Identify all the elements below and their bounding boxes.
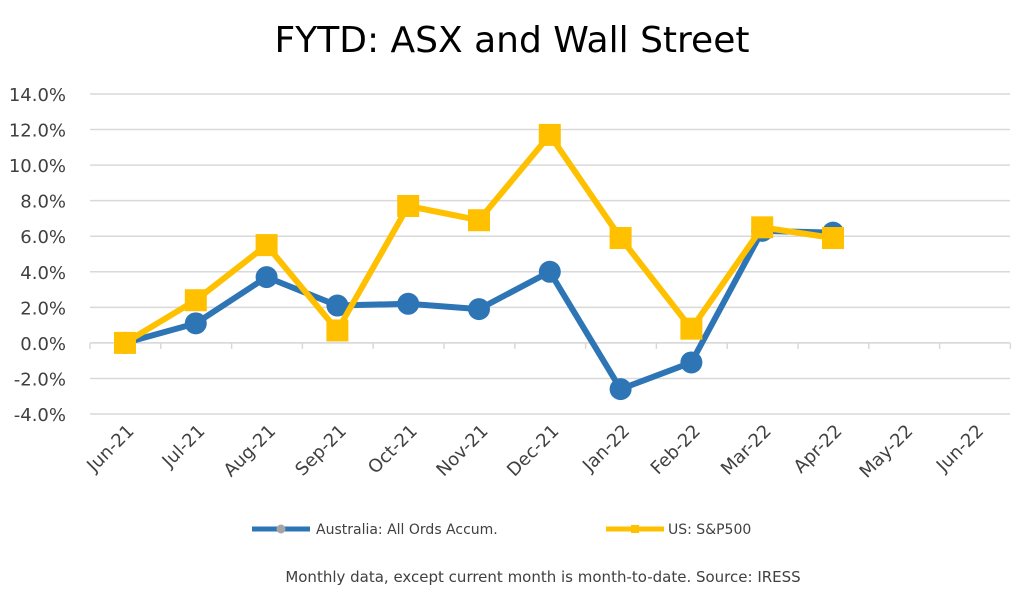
data-point [609, 227, 632, 249]
data-point [114, 331, 136, 354]
data-point [538, 260, 561, 283]
data-point [326, 294, 349, 317]
x-tick-label: Mar-22 [717, 421, 776, 480]
x-axis-ticks: Jun-21 Jul-21 Aug-21 Sep-21 Oct-21 Nov-21 Dec-… [82, 421, 988, 483]
x-tick-label: May-22 [856, 421, 918, 483]
y-tick-label: -4.0% [14, 405, 66, 426]
data-point [326, 319, 349, 342]
x-tick-label: Jun-21 [82, 421, 138, 477]
legend-label: US: S&P500 [668, 522, 751, 538]
x-tick-label: Apr-22 [790, 421, 847, 478]
x-tick-label: Aug-21 [220, 421, 280, 481]
x-tick-label: Nov-21 [432, 421, 492, 481]
legend-marker [276, 524, 286, 534]
y-tick-label: 10.0% [9, 156, 66, 177]
legend-item: Australia: All Ords Accum. [252, 522, 498, 538]
data-point [255, 266, 278, 289]
y-tick-label: 8.0% [20, 192, 66, 213]
legend-item: US: S&P500 [606, 522, 751, 538]
data-point [680, 351, 703, 374]
y-tick-label: 14.0% [9, 85, 66, 106]
data-point [609, 378, 632, 401]
x-tick-label: Jul-21 [158, 421, 210, 473]
legend-marker [631, 525, 639, 533]
series-layer [114, 123, 844, 401]
x-tick-label: Sep-21 [291, 421, 351, 481]
x-tick-label: Jun-22 [932, 421, 988, 477]
data-point [397, 195, 420, 217]
y-axis-ticks: -4.0% -2.0% 0.0% 2.0% 4.0% 6.0% 8.0% 10.0% 12.0%… [9, 85, 66, 426]
y-tick-label: 0.0% [20, 334, 66, 355]
data-point [397, 292, 420, 315]
y-tick-label: 12.0% [9, 121, 66, 142]
data-point [822, 227, 844, 249]
data-point [255, 234, 278, 257]
y-tick-label: 4.0% [20, 263, 66, 284]
x-tick-label: Oct-21 [364, 421, 422, 479]
data-point [184, 312, 207, 335]
axes [89, 342, 1012, 349]
y-tick-label: -2.0% [14, 369, 66, 390]
legend: Australia: All Ords Accum. US: S&P500 [252, 522, 751, 538]
x-tick-label: Dec-21 [503, 421, 563, 481]
data-point [468, 298, 490, 321]
y-tick-label: 2.0% [20, 298, 66, 319]
data-point [538, 123, 561, 146]
y-tick-label: 6.0% [20, 227, 66, 248]
legend-label: Australia: All Ords Accum. [316, 522, 498, 538]
series-1 [114, 123, 844, 354]
x-tick-label: Feb-22 [647, 421, 705, 479]
chart-title: FYTD: ASX and Wall Street [275, 20, 750, 61]
footnote: Monthly data, except current month is mo… [285, 568, 800, 586]
x-tick-label: Jan-22 [578, 421, 634, 477]
data-point [751, 216, 774, 239]
data-point [468, 209, 490, 232]
data-point [184, 289, 207, 312]
series-0 [114, 219, 844, 401]
data-point [680, 317, 703, 340]
